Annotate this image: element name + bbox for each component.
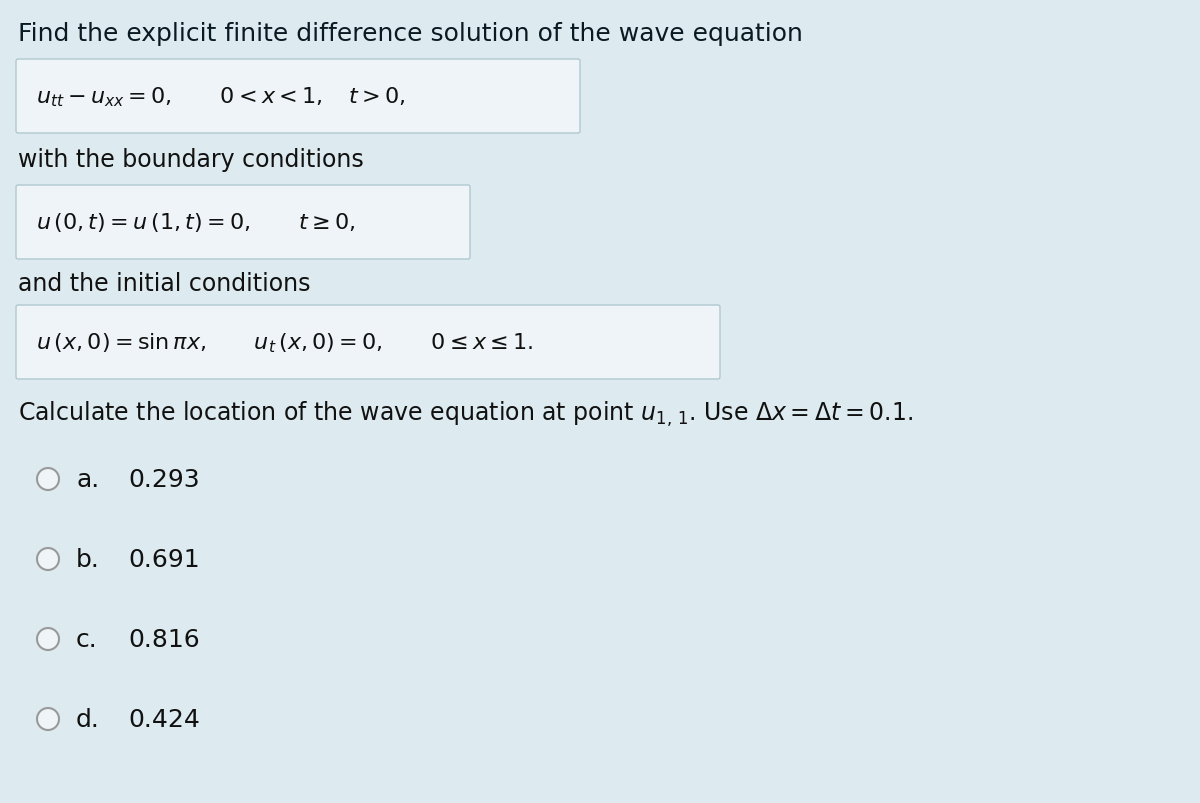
FancyBboxPatch shape: [16, 60, 580, 134]
FancyBboxPatch shape: [16, 306, 720, 380]
Text: $u_{tt} - u_{xx} = 0, \qquad 0 < x < 1, \quad t > 0,$: $u_{tt} - u_{xx} = 0, \qquad 0 < x < 1, …: [36, 85, 406, 108]
Text: 0.816: 0.816: [128, 627, 199, 651]
Circle shape: [37, 468, 59, 491]
Text: 0.293: 0.293: [128, 467, 199, 491]
Text: Calculate the location of the wave equation at point $\boldsymbol{u_{1,\,1}}$. U: Calculate the location of the wave equat…: [18, 400, 913, 429]
Circle shape: [37, 628, 59, 650]
Text: Find the explicit finite difference solution of the wave equation: Find the explicit finite difference solu…: [18, 22, 803, 46]
Text: with the boundary conditions: with the boundary conditions: [18, 148, 364, 172]
Text: d.: d.: [76, 707, 100, 731]
Text: c.: c.: [76, 627, 97, 651]
Text: a.: a.: [76, 467, 100, 491]
Text: b.: b.: [76, 548, 100, 571]
Circle shape: [37, 708, 59, 730]
Text: $u\,(x, 0) = \sin \pi x, \qquad u_t\,(x, 0) = 0, \qquad 0 \leq x \leq 1.$: $u\,(x, 0) = \sin \pi x, \qquad u_t\,(x,…: [36, 331, 533, 354]
Text: and the initial conditions: and the initial conditions: [18, 271, 311, 296]
Text: $u\,(0, t) = u\,(1, t) = 0, \qquad t \geq 0,$: $u\,(0, t) = u\,(1, t) = 0, \qquad t \ge…: [36, 211, 355, 234]
Text: 0.424: 0.424: [128, 707, 200, 731]
FancyBboxPatch shape: [16, 185, 470, 259]
Circle shape: [37, 548, 59, 570]
Text: 0.691: 0.691: [128, 548, 199, 571]
